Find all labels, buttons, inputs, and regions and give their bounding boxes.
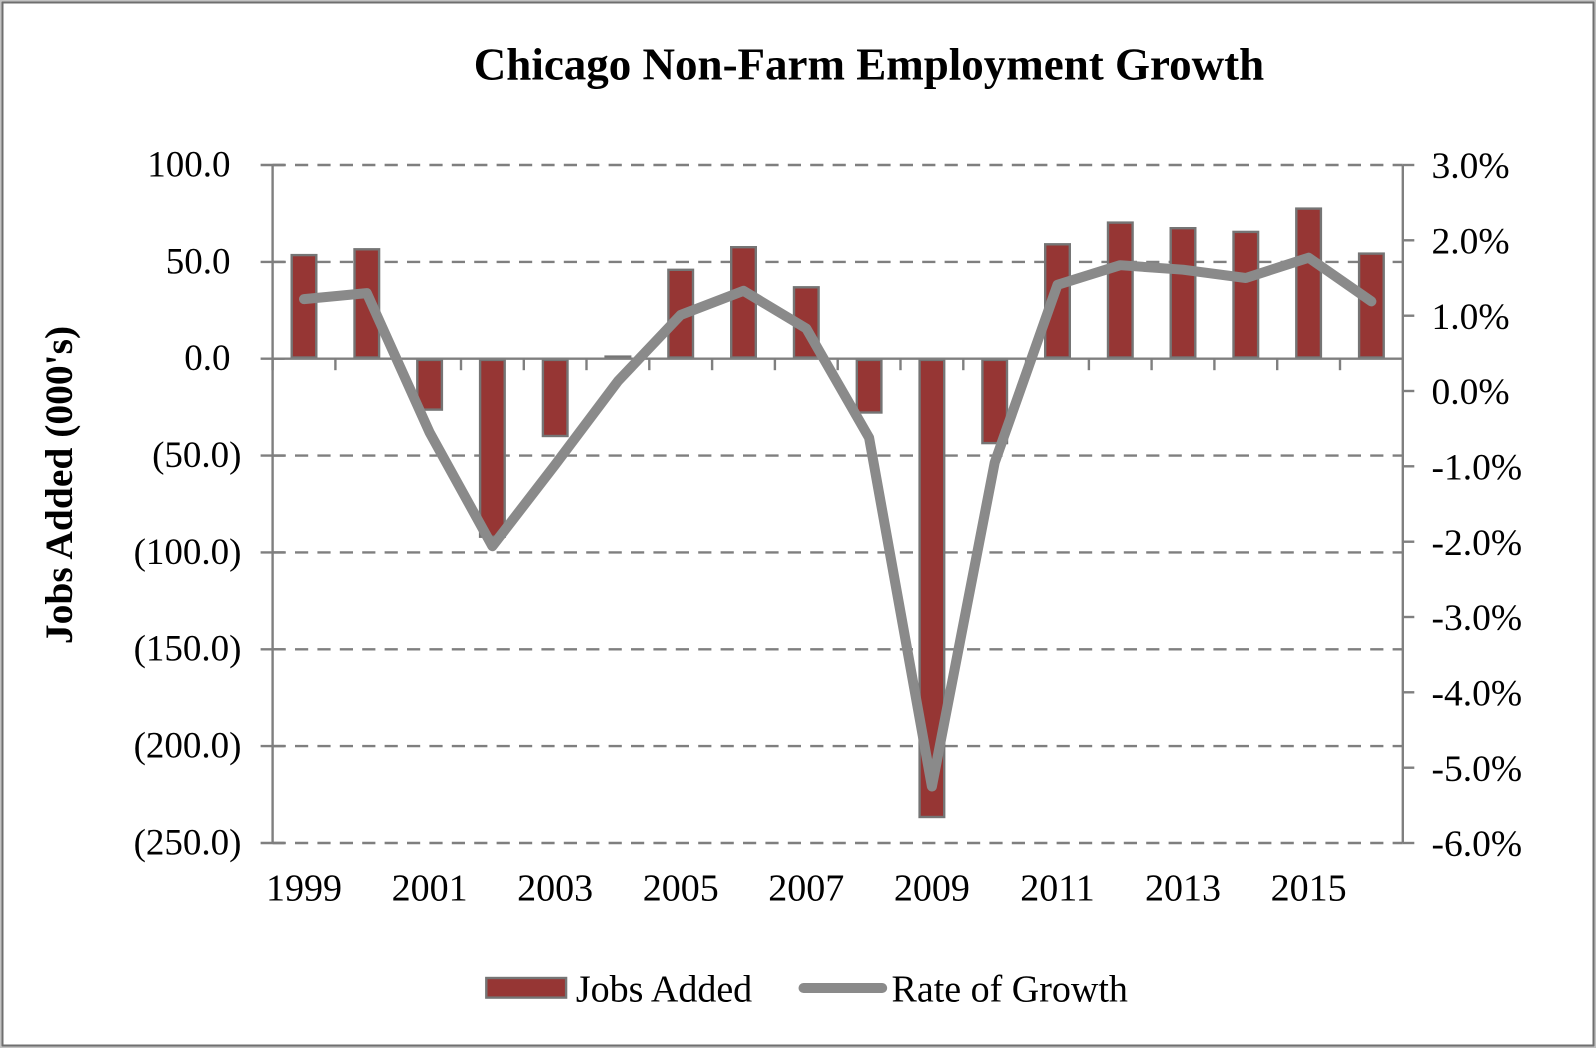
svg-text:0.0%: 0.0% [1432,372,1510,413]
svg-text:Chicago Non-Farm Employment Gr: Chicago Non-Farm Employment Growth [474,40,1264,90]
svg-text:-6.0%: -6.0% [1432,824,1523,865]
svg-text:-2.0%: -2.0% [1432,523,1523,564]
svg-text:2015: 2015 [1271,868,1347,910]
svg-text:2011: 2011 [1020,868,1095,910]
svg-text:50.0: 50.0 [166,241,231,282]
svg-text:2.0%: 2.0% [1432,222,1510,263]
svg-text:(50.0): (50.0) [152,435,241,476]
svg-text:-1.0%: -1.0% [1432,448,1523,489]
svg-text:(200.0): (200.0) [134,726,242,767]
svg-text:Jobs Added: Jobs Added [576,969,752,1011]
svg-text:2013: 2013 [1145,868,1221,910]
svg-text:0.0: 0.0 [184,338,230,379]
svg-text:(150.0): (150.0) [134,629,242,670]
svg-text:(100.0): (100.0) [134,532,242,573]
svg-text:1999: 1999 [266,868,342,910]
svg-text:2007: 2007 [768,868,844,910]
svg-text:1.0%: 1.0% [1432,297,1510,338]
svg-text:Jobs Added (000's): Jobs Added (000's) [37,326,81,644]
svg-text:-4.0%: -4.0% [1432,674,1523,715]
svg-text:2005: 2005 [643,868,719,910]
svg-text:(250.0): (250.0) [134,822,242,863]
svg-text:2001: 2001 [392,868,468,910]
svg-text:2009: 2009 [894,868,970,910]
svg-text:-5.0%: -5.0% [1432,749,1523,790]
svg-text:Rate of Growth: Rate of Growth [892,969,1128,1011]
svg-text:3.0%: 3.0% [1432,146,1510,187]
svg-text:100.0: 100.0 [147,144,230,185]
svg-text:-3.0%: -3.0% [1432,598,1523,639]
svg-text:2003: 2003 [517,868,593,910]
